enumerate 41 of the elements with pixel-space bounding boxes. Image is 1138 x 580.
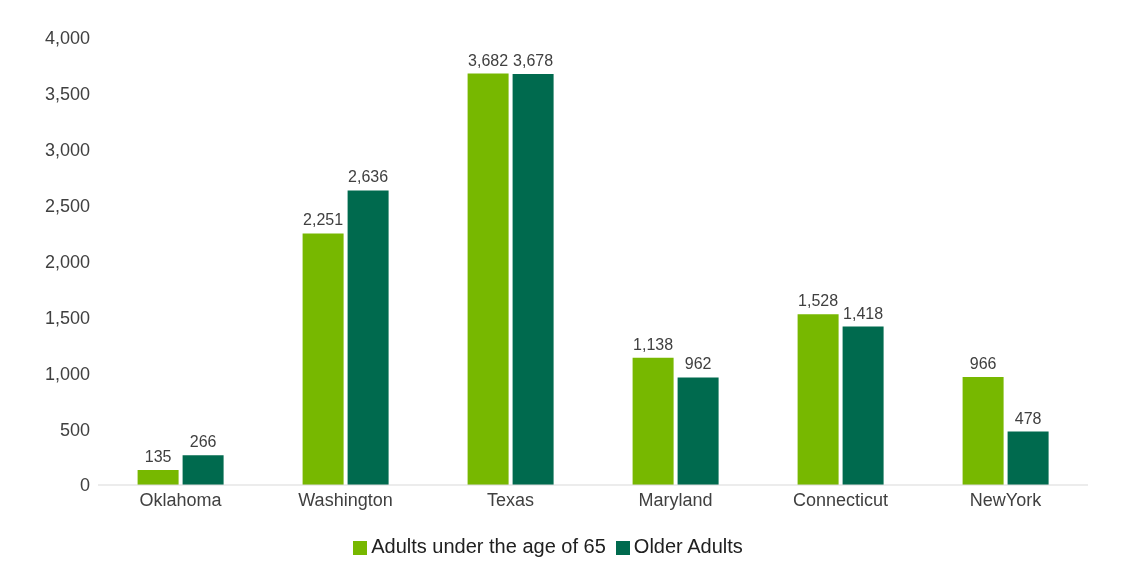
data-label: 2,251 [303,211,344,229]
y-tick-label: 3,500 [44,84,90,105]
data-label: 1,138 [633,335,674,353]
bar [797,314,839,485]
data-label: 135 [144,447,172,465]
y-tick-label: 4,000 [44,28,90,49]
bar [347,190,389,485]
bar [137,469,179,485]
y-tick-label: 2,500 [44,196,90,217]
legend-label: Older Adults [633,535,743,557]
x-tick-label: Connecticut [792,489,889,510]
data-label: 478 [1014,409,1042,427]
x-tick-label: Oklahoma [139,489,223,510]
data-label: 3,682 [468,51,509,69]
x-tick-label: Texas [486,489,535,510]
data-label: 2,636 [348,168,389,186]
data-label: 3,678 [513,51,554,69]
data-label: 1,418 [843,304,884,322]
y-tick-label: 1,000 [44,363,90,384]
bar [182,455,224,485]
y-tick-label: 3,000 [44,140,90,161]
bar [467,73,509,485]
y-tick-label: 1,500 [44,307,90,328]
y-tick-label: 2,000 [44,251,90,272]
data-label: 266 [189,433,217,451]
bar [842,326,884,485]
bar [1007,431,1049,485]
x-tick-label: Washington [298,489,393,510]
legend-label: Adults under the age of 65 [371,535,606,557]
x-tick-label: NewYork [969,489,1043,510]
data-label: 962 [684,355,712,373]
y-tick-label: 0 [79,475,90,496]
bar [677,377,719,485]
y-tick-label: 500 [59,419,90,440]
bar [302,233,344,485]
data-label: 966 [969,355,997,373]
bar [512,73,554,485]
x-tick-label: Maryland [638,489,713,510]
bar [632,357,674,485]
data-label: 1,528 [798,292,839,310]
bar [962,377,1004,485]
